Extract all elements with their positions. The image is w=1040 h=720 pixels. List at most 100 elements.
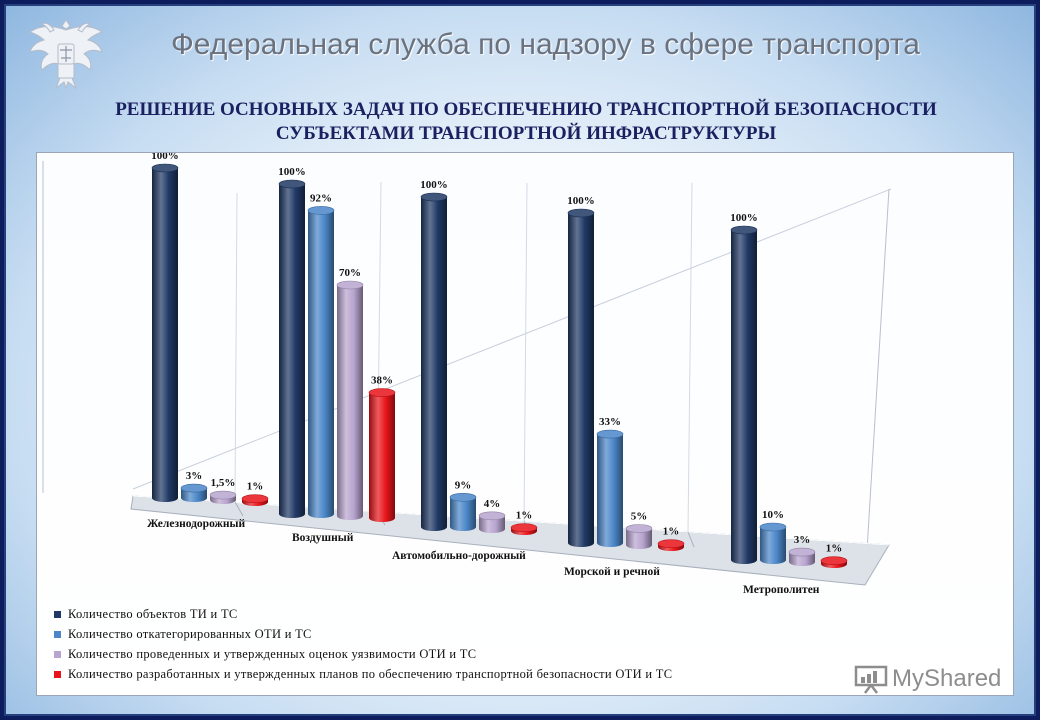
data-label: 33%: [599, 416, 621, 428]
bar: [657, 539, 685, 551]
bar: [241, 494, 269, 506]
bar-top: [478, 511, 506, 521]
chart-subtitle: РЕШЕНИЕ ОСНОВНЫХ ЗАДАЧ ПО ОБЕСПЕЧЕНИЮ ТР…: [26, 98, 1026, 146]
bar: [510, 523, 538, 535]
data-label: 38%: [371, 375, 393, 387]
bar: [278, 179, 306, 518]
category-label: Железнодорожный: [147, 518, 245, 530]
bar-top: [241, 494, 269, 504]
bar: [759, 522, 787, 564]
legend-item: Количество откатегорированных ОТИ и ТС: [54, 624, 672, 644]
bar-body: [731, 230, 757, 564]
data-label: 1%: [516, 510, 533, 522]
bar-body: [450, 497, 476, 531]
bar: [420, 192, 448, 531]
data-label: 100%: [730, 212, 758, 224]
bar-top: [278, 179, 306, 189]
category-label: Воздушный: [292, 532, 354, 544]
bar-top: [449, 492, 477, 502]
bar-body: [308, 210, 334, 518]
bar-top: [336, 280, 364, 290]
bar-body: [337, 285, 363, 520]
data-label: 92%: [310, 192, 332, 204]
data-label: 100%: [420, 179, 448, 191]
legend-item: Количество объектов ТИ и ТС: [54, 604, 672, 624]
bar: [820, 556, 848, 568]
bar-body: [421, 197, 447, 531]
data-label: 4%: [484, 498, 501, 510]
bar-top: [510, 523, 538, 533]
category-label: Автомобильно-дорожный: [392, 550, 526, 562]
page-title: Федеральная служба по надзору в сфере тр…: [171, 28, 920, 61]
legend-swatch: [54, 670, 61, 678]
bar-top: [567, 208, 595, 218]
bar-top: [730, 225, 758, 235]
chart-legend: Количество объектов ТИ и ТС Количество о…: [54, 604, 672, 684]
bar-top: [368, 388, 396, 397]
data-label: 100%: [151, 153, 179, 162]
bar: [209, 490, 237, 504]
bar-body: [626, 528, 652, 549]
bar-top: [625, 524, 653, 533]
watermark: MyShared: [854, 661, 1001, 697]
legend-label: Количество объектов ТИ и ТС: [68, 607, 238, 621]
bar-body: [479, 515, 505, 533]
bar-top: [820, 556, 848, 566]
bar-body: [760, 527, 786, 564]
subtitle-line-2: СУБЪЕКТАМИ ТРАНСПОРТНОЙ ИНФРАСТРУКТУРЫ: [275, 123, 777, 144]
data-label: 100%: [278, 166, 306, 178]
bar: [151, 163, 179, 502]
bar: [336, 280, 364, 520]
legend-item: Количество разработанных и утвержденных …: [54, 664, 672, 684]
legend-item: Количество проведенных и утвержденных оц…: [54, 644, 672, 664]
bar-top: [788, 547, 816, 557]
back-wall-right-edge: [864, 188, 890, 584]
bar: [625, 524, 653, 549]
bar-top: [657, 539, 685, 549]
data-label: 9%: [455, 479, 472, 491]
bar-chart: 100% 3% 1,5% 1% 100% 92% 70% 38% 100% 9% 4% 1% 100% 3…: [42, 153, 892, 596]
bar-top: [151, 163, 179, 173]
legend-label: Количество откатегорированных ОТИ и ТС: [68, 627, 312, 641]
category-label: Морской и речной: [564, 566, 660, 578]
bar-top: [759, 522, 787, 532]
bar: [307, 206, 335, 518]
bar: [730, 225, 758, 564]
bar-top: [596, 429, 624, 439]
data-label: 3%: [186, 470, 203, 482]
slide-frame: Федеральная служба по надзору в сфере тр…: [4, 4, 1036, 716]
bar-body: [568, 213, 594, 547]
legend-label: Количество разработанных и утвержденных …: [68, 667, 673, 681]
data-label: 100%: [567, 195, 595, 207]
bar: [368, 388, 396, 522]
group-wall-line: [234, 192, 238, 503]
data-label: 3%: [794, 534, 811, 546]
legend-label: Количество проведенных и утвержденных оц…: [68, 647, 477, 661]
presentation-board-icon: [854, 665, 888, 694]
category-divider: [687, 531, 695, 548]
double-headed-eagle-emblem-icon: [28, 19, 104, 90]
bar-body: [279, 184, 305, 518]
data-label: 5%: [631, 511, 648, 523]
data-label: 1,5%: [211, 477, 236, 489]
bar-body: [597, 434, 623, 547]
legend-swatch: [54, 610, 61, 618]
subtitle-line-1: РЕШЕНИЕ ОСНОВНЫХ ЗАДАЧ ПО ОБЕСПЕЧЕНИЮ ТР…: [115, 99, 937, 120]
bar-top: [180, 483, 208, 493]
bar: [596, 429, 624, 547]
bar-top: [209, 490, 237, 500]
bar: [449, 492, 477, 531]
group-wall-line: [523, 182, 528, 522]
watermark-text: MyShared: [892, 665, 1002, 692]
bar-top: [307, 206, 335, 215]
bar: [788, 547, 816, 566]
data-label: 1%: [247, 481, 264, 493]
bar: [478, 511, 506, 533]
legend-swatch: [54, 650, 61, 658]
data-label: 70%: [339, 267, 361, 279]
chart-area: 100% 3% 1,5% 1% 100% 92% 70% 38% 100% 9% 4% 1% 100% 3…: [36, 152, 1014, 696]
bar-body: [152, 168, 178, 502]
group-wall-line: [687, 182, 693, 533]
data-label: 1%: [663, 526, 680, 538]
back-wall-top-edge: [132, 188, 892, 490]
